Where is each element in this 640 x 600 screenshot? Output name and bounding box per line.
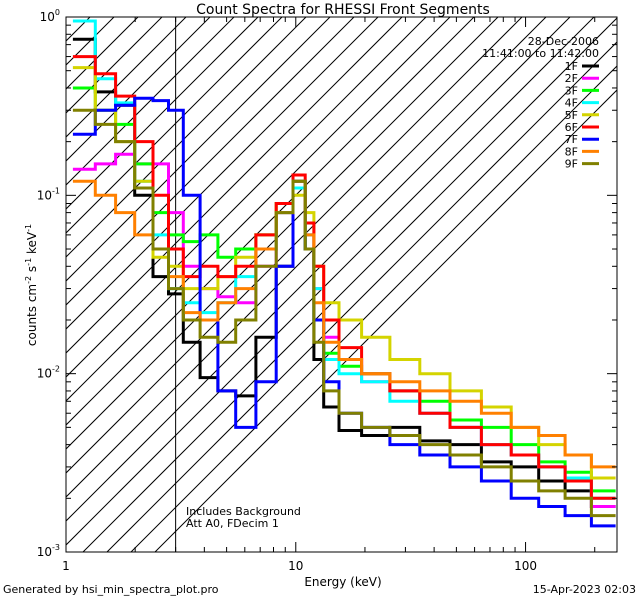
y-tick-label: 100 <box>40 8 60 24</box>
legend-label-8F: 8F <box>565 145 578 158</box>
y-tick-label: 10-3 <box>37 543 60 559</box>
y-tick-label: 10-2 <box>37 365 60 381</box>
legend-date: 28-Dec-2006 <box>528 35 599 48</box>
series-9F <box>72 108 616 518</box>
hatch-line <box>66 17 115 66</box>
axis-group: 1 10 100 100 10-1 10-2 10-3 <box>37 8 617 573</box>
hatch-line <box>66 17 355 306</box>
x-axis-label: Energy (keV) <box>304 575 381 589</box>
annotation-attenuator: Att A0, FDecim 1 <box>186 517 279 530</box>
legend-label-6F: 6F <box>565 121 578 134</box>
legend-label-5F: 5F <box>565 109 578 122</box>
hatch-line <box>66 17 307 258</box>
hatch-line <box>66 17 283 234</box>
y-axis-label: counts cm-2 s-1 keV-1 <box>24 224 39 346</box>
hatch-line <box>66 17 235 186</box>
hatch-line <box>66 17 571 522</box>
hatch-line <box>66 17 427 378</box>
x-tick-label: 10 <box>288 559 303 573</box>
hatch-line <box>82 17 617 552</box>
chart-title: Count Spectra for RHESSI Front Segments <box>196 2 490 18</box>
legend-label-7F: 7F <box>565 133 578 146</box>
hatch-line <box>66 17 187 138</box>
plot-frame <box>65 16 618 553</box>
y-tick-label: 10-1 <box>37 186 60 202</box>
hatch-line <box>66 17 331 282</box>
hatch-line <box>66 17 379 330</box>
annotation-background: Includes Background <box>186 505 301 518</box>
series-1F <box>72 37 616 508</box>
legend-time-range: 11:41:00 to 11:42:00 <box>482 47 599 60</box>
hatch-line <box>66 17 91 42</box>
series-group <box>72 19 616 528</box>
hatch-line <box>66 17 595 546</box>
legend-label-1F: 1F <box>565 60 578 73</box>
legend-label-2F: 2F <box>565 72 578 85</box>
timestamp-footer: 15-Apr-2023 02:03 <box>532 583 636 596</box>
generated-by-footer: Generated by hsi_min_spectra_plot.pro <box>3 583 219 596</box>
hatch-line <box>154 89 617 552</box>
x-tick-label: 100 <box>514 559 537 573</box>
hatch-line <box>130 65 617 552</box>
hatch-line <box>66 17 163 114</box>
hatch-line <box>66 17 499 450</box>
hatch-line <box>66 17 475 426</box>
hatch-line <box>66 17 523 474</box>
x-tick-label: 1 <box>62 559 70 573</box>
legend-label-4F: 4F <box>565 97 578 110</box>
legend-label-9F: 9F <box>565 158 578 171</box>
legend-label-3F: 3F <box>565 84 578 97</box>
hatch-line <box>66 17 403 354</box>
hatch-line <box>106 41 617 552</box>
hatch-line <box>66 17 547 498</box>
